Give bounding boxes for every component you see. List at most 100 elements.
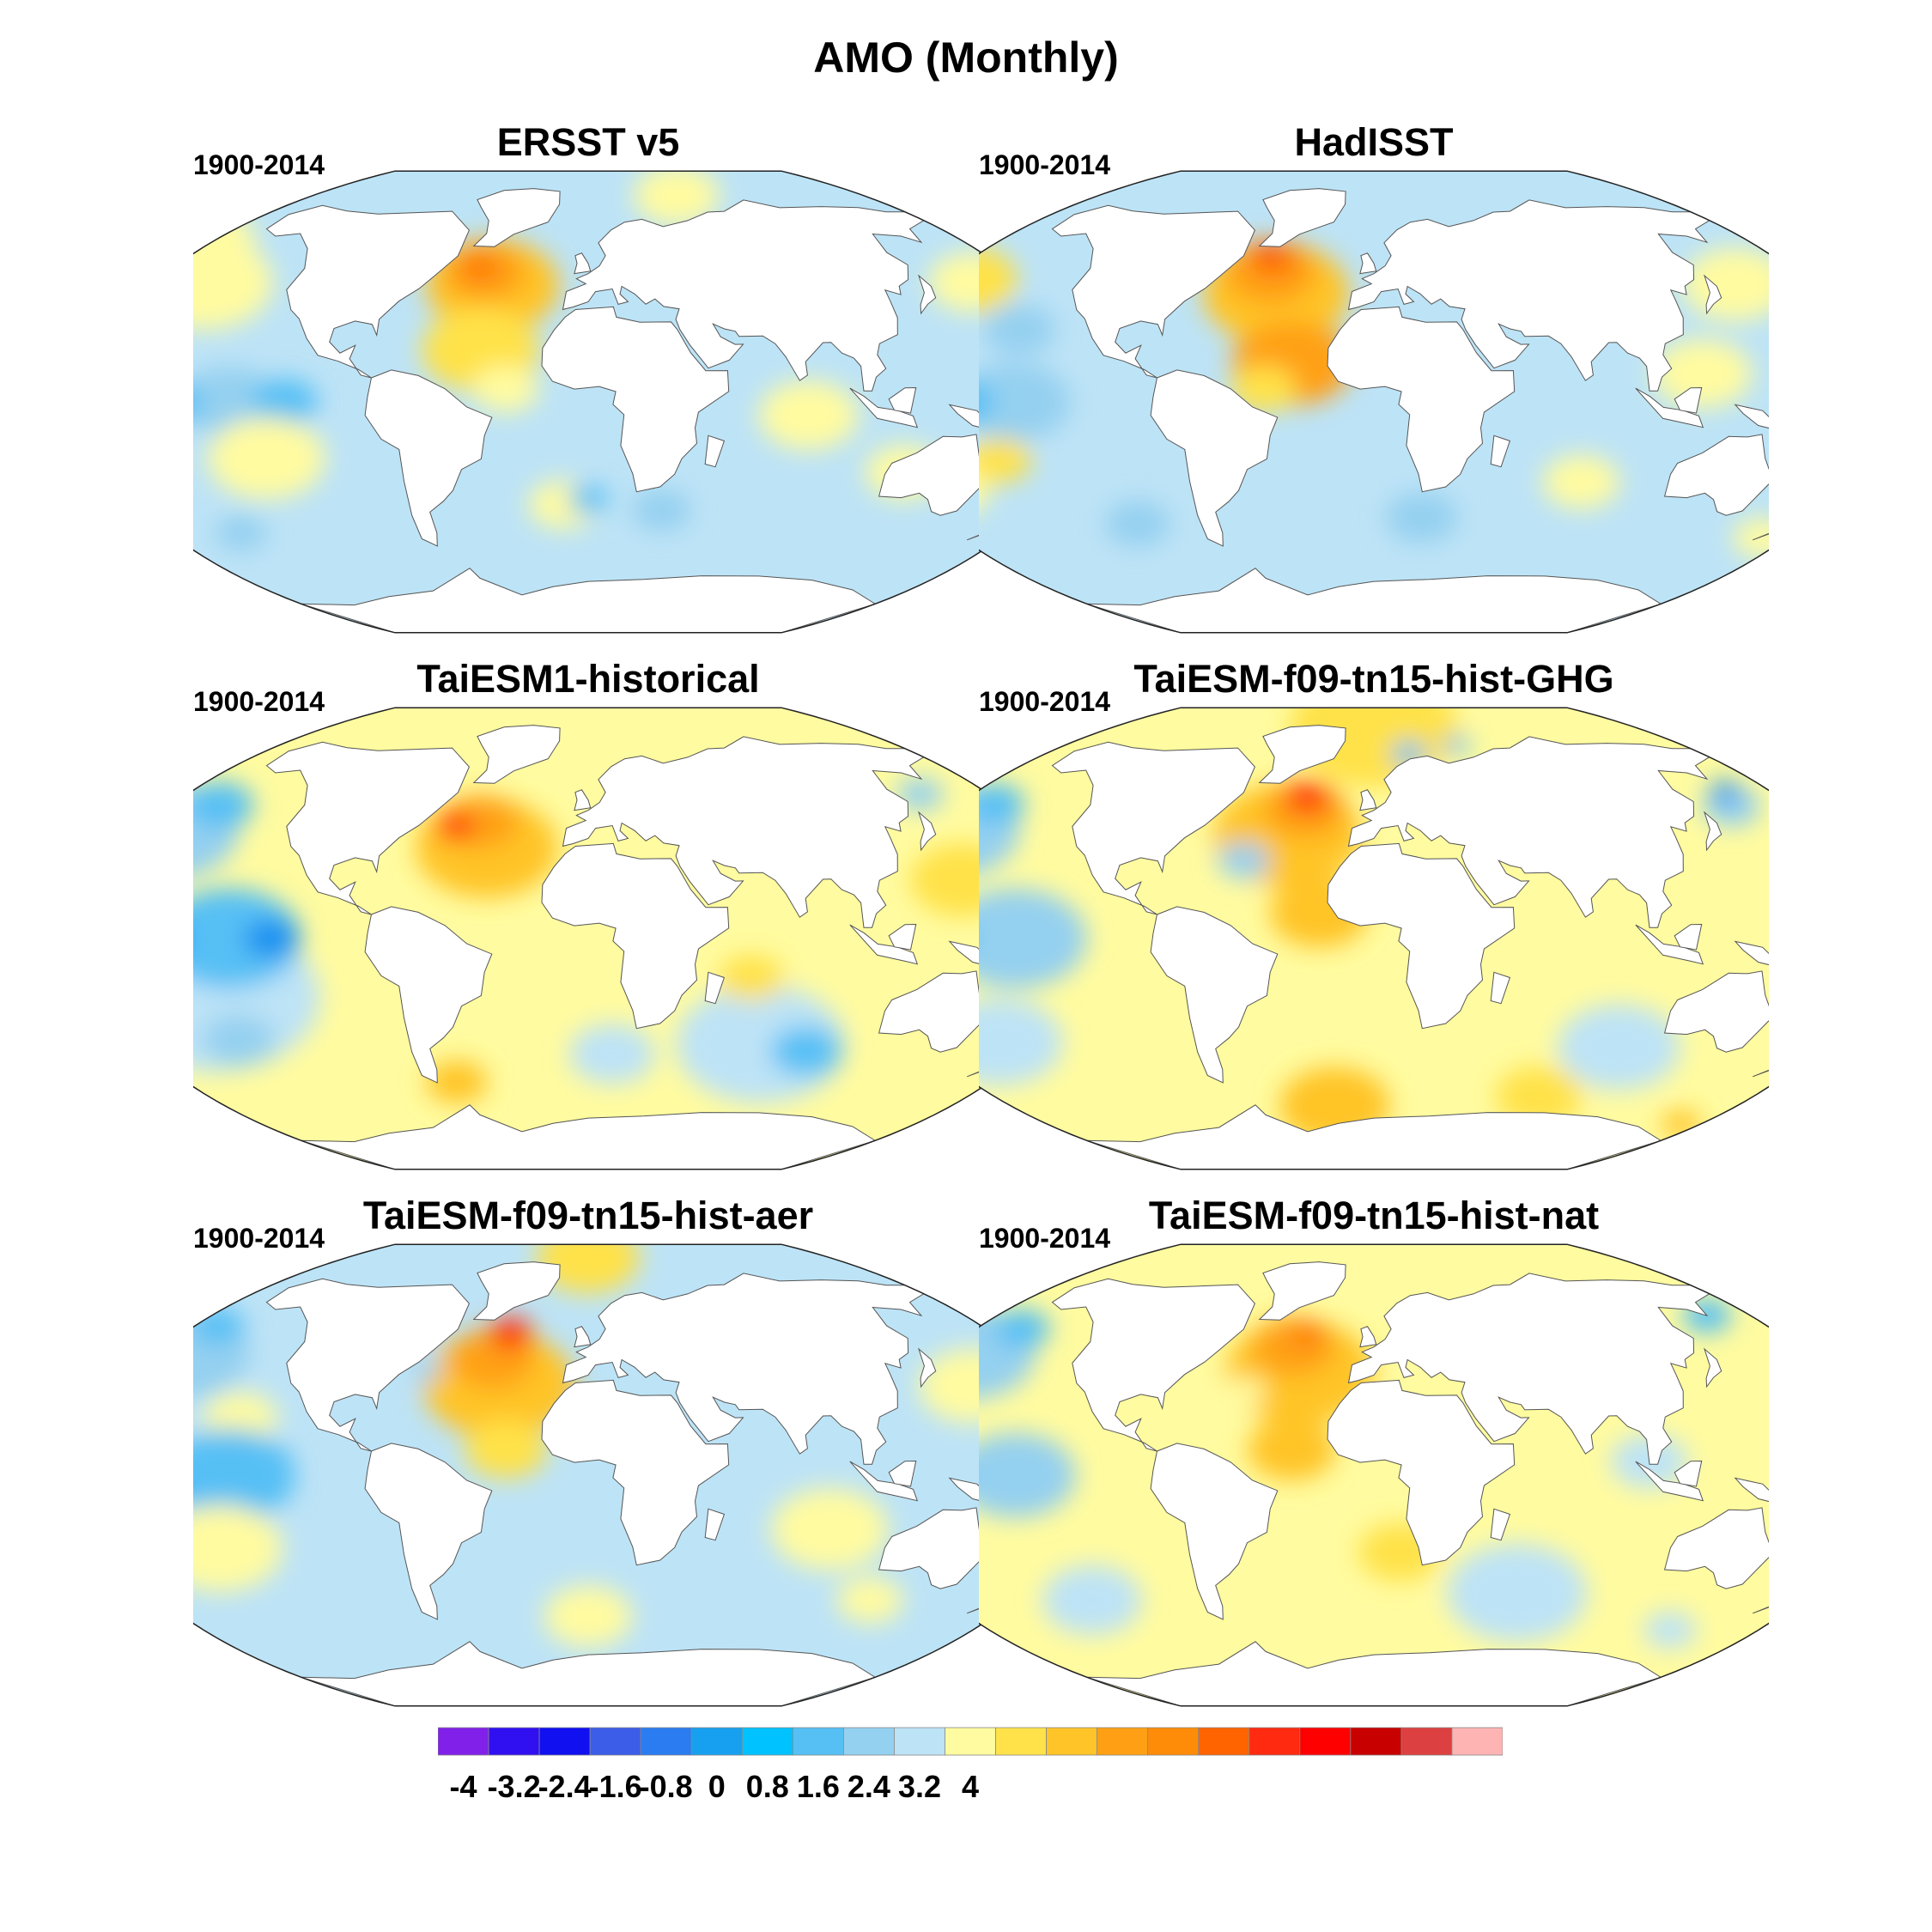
map-panel-hadisst: HadISST 1900-2014: [979, 120, 1769, 653]
land-antarctica: [1086, 1104, 1662, 1170]
colorbar-swatch: [1097, 1727, 1149, 1756]
anomaly-region: [568, 1024, 656, 1084]
land-madagascar: [1490, 434, 1511, 468]
anomaly-region: [193, 888, 301, 989]
anomaly-region: [1542, 454, 1620, 509]
anomaly-region: [459, 252, 501, 282]
anomaly-region: [719, 955, 784, 1001]
colorbar-swatch: [589, 1727, 641, 1756]
colorbar: -4 -3.2 -2.4 -1.6 -0.8 0 0.8 1.6 2.4 3.2 4: [438, 1726, 1503, 1846]
land-antarctica: [301, 1641, 877, 1706]
land-borneo: [1674, 923, 1703, 951]
colorbar-tick-label: -1.6: [588, 1769, 642, 1804]
panel-title: TaiESM-f09-tn15-hist-nat: [1148, 1194, 1600, 1237]
panel-period: 1900-2014: [193, 1223, 325, 1254]
anomaly-region: [979, 246, 1018, 313]
anomaly-region: [1042, 1564, 1142, 1636]
colorbar-swatch: [1046, 1727, 1098, 1756]
map-panel-taiesm1: TaiESM1-historical 1900-2014: [193, 657, 983, 1189]
anomaly-region: [193, 234, 273, 330]
land-antarctica: [1086, 1641, 1662, 1706]
anomaly-region: [413, 1359, 443, 1381]
land-southamerica: [1150, 906, 1279, 1084]
anomaly-region: [979, 888, 1087, 989]
map-frame: [979, 170, 1769, 634]
anomaly-region: [634, 171, 720, 226]
land-newguinea: [948, 940, 983, 970]
land-eurasia: [562, 199, 925, 392]
anomaly-region: [472, 366, 539, 412]
map-ersst: [193, 170, 983, 634]
land-indonesia: [1635, 387, 1704, 428]
anomaly-region: [1557, 1004, 1680, 1091]
colorbar-swatch: [1400, 1727, 1453, 1756]
anomaly-region: [544, 1585, 633, 1648]
anomaly-region: [243, 919, 299, 958]
colorbar-tick-label: -2.4: [538, 1769, 592, 1804]
map-frame: [193, 1243, 983, 1707]
anomaly-region: [1104, 501, 1170, 547]
colorbar-swatch: [1451, 1727, 1503, 1756]
anomaly-region: [489, 1317, 533, 1349]
land-southamerica: [364, 369, 493, 547]
anomaly-region: [896, 777, 944, 811]
anomaly-region: [979, 783, 1025, 824]
map-panel-ersst: ERSST v5 1900-2014: [193, 120, 983, 653]
anomaly-region: [1218, 841, 1270, 879]
colorbar-swatch: [792, 1727, 844, 1756]
colorbar-tick-label: 3.2: [897, 1769, 942, 1804]
anomaly-region: [919, 1348, 983, 1424]
land-eurasia: [562, 736, 925, 928]
anomaly-region: [435, 812, 475, 841]
anomaly-region: [251, 379, 319, 425]
land-uk: [574, 789, 592, 811]
colorbar-tick-label: 0: [708, 1769, 726, 1804]
land-africa: [1327, 1379, 1516, 1566]
land-greenland: [472, 725, 561, 784]
anomaly-region: [1495, 1066, 1583, 1127]
land-eurasia: [1347, 736, 1710, 928]
colorbar-tick-label: 2.4: [847, 1769, 890, 1804]
anomaly-region: [994, 1309, 1050, 1348]
anomaly-region: [215, 514, 267, 551]
land-japan: [1703, 811, 1722, 852]
anomaly-region: [193, 1429, 296, 1522]
anomaly-region: [1224, 1377, 1266, 1406]
land-borneo: [888, 386, 917, 414]
land-greenland: [472, 188, 561, 247]
map-nat: [979, 1243, 1769, 1707]
anomaly-region: [1643, 1611, 1697, 1649]
panel-period: 1900-2014: [979, 149, 1111, 180]
land-indonesia: [1635, 1461, 1704, 1502]
land-madagascar: [1490, 1508, 1511, 1541]
land-antarctica: [301, 1104, 877, 1170]
land-madagascar: [704, 971, 726, 1005]
map-aer: [193, 1243, 983, 1707]
colorbar-swatch: [488, 1727, 540, 1756]
anomaly-region: [1251, 1317, 1335, 1376]
colorbar-swatch: [1249, 1727, 1301, 1756]
anomaly-region: [568, 485, 609, 513]
colorbar-swatch: [894, 1727, 945, 1756]
anomaly-region: [758, 380, 859, 450]
land-africa: [1327, 842, 1516, 1030]
land-madagascar: [704, 1508, 726, 1541]
land-indonesia: [1635, 924, 1704, 965]
land-northamerica: [1051, 204, 1255, 379]
colorbar-tick-label: -4: [449, 1769, 477, 1804]
map-frame: [193, 707, 983, 1170]
anomaly-region: [1443, 735, 1470, 755]
panel-title: TaiESM1-historical: [416, 657, 760, 701]
land-uk: [1359, 252, 1377, 275]
land-greenland: [1258, 725, 1346, 784]
land-southamerica: [364, 1443, 493, 1620]
colorbar-swatch: [1147, 1727, 1200, 1756]
panel-title: TaiESM-f09-tn15-hist-GHG: [1133, 657, 1614, 701]
colorbar-swatch: [640, 1727, 692, 1756]
land-newguinea: [1734, 404, 1769, 434]
colorbar-swatch: [945, 1727, 996, 1756]
colorbar-tick-label: 4: [961, 1769, 980, 1804]
land-newguinea: [1734, 940, 1769, 970]
colorbar-swatch: [690, 1727, 743, 1756]
land-australia: [878, 434, 983, 516]
